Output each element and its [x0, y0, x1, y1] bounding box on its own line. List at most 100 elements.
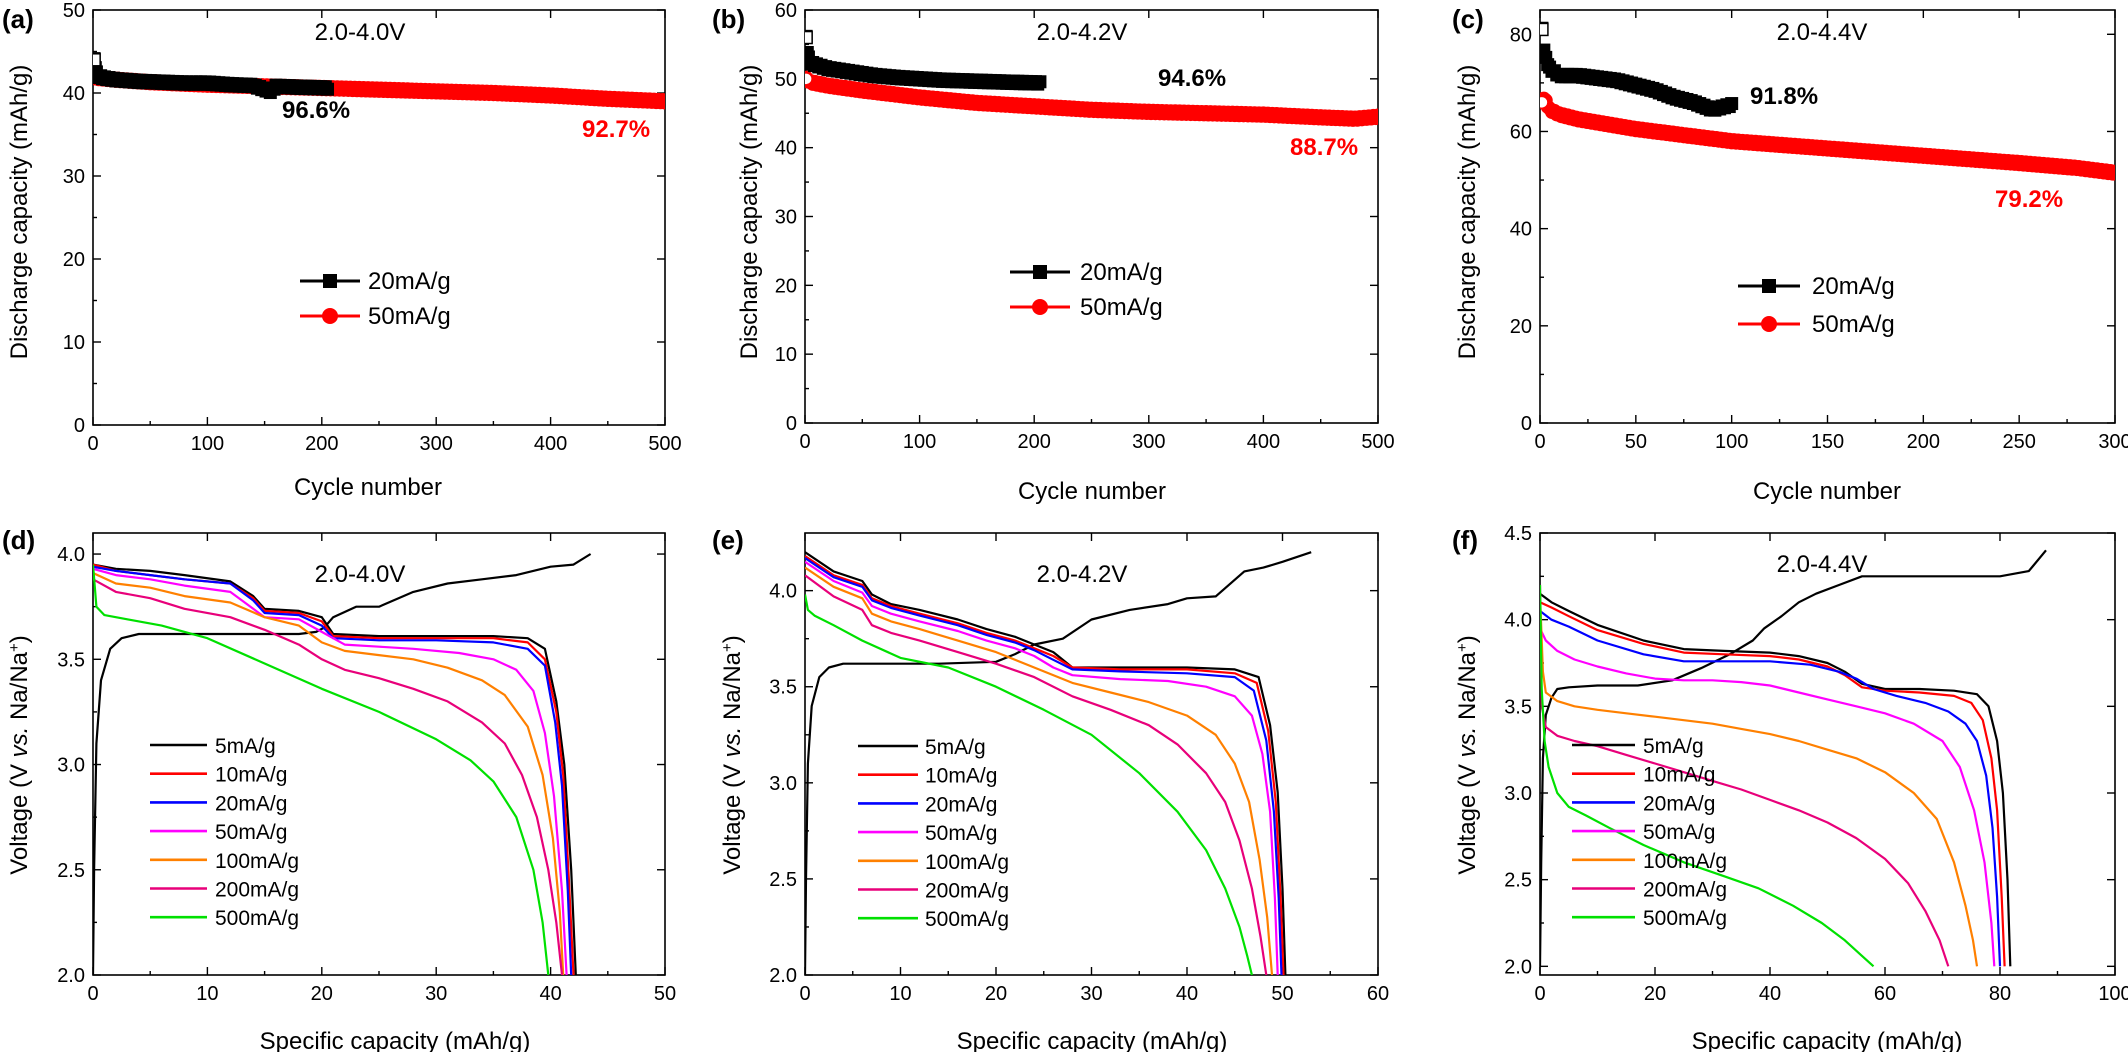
legend-label: 50mA/g [925, 822, 997, 845]
series-line [93, 565, 573, 975]
panel-a: 0 100 200 300 400 500 0 10 20 30 40 50 Cycle number D… [2, 0, 682, 501]
series-line [1540, 584, 1875, 968]
legend-label: 20mA/g [1643, 792, 1715, 815]
y-tick-label: 3.5 [769, 677, 797, 699]
panel-d: 0 10 20 30 40 50 2.0 2.5 3.0 3.5 4.0 Specific capac… [2, 525, 676, 1052]
x-tick-label: 20 [311, 983, 333, 1005]
x-tick-label: 300 [1132, 431, 1165, 453]
x-tick-label: 10 [889, 983, 911, 1005]
y-tick-label: 30 [63, 166, 85, 188]
x-tick-label: 400 [534, 433, 567, 455]
x-tick-label: 250 [2002, 431, 2035, 453]
y-axis-title-part: ) [719, 635, 746, 643]
legend-label: 50mA/g [1812, 311, 1895, 338]
y-axis-title-part: Voltage (V [1454, 757, 1481, 874]
y-tick-label: 10 [63, 332, 85, 354]
x-tick-label: 300 [420, 433, 453, 455]
panel-label: (b) [712, 4, 745, 34]
y-tick-label: 4.0 [57, 544, 85, 566]
legend-label: 20mA/g [368, 268, 451, 295]
y-tick-label: 3.0 [769, 773, 797, 795]
y-axis-title-part: vs. [719, 727, 746, 758]
panel-b: 0 100 200 300 400 500 0 10 20 30 40 50 60 Cycle numbe… [712, 0, 1395, 505]
x-tick-label: 60 [1874, 983, 1896, 1005]
legend-label: 50mA/g [1080, 294, 1163, 321]
voltage-range-label: 2.0-4.2V [1037, 561, 1128, 588]
y-tick-label: 20 [1510, 316, 1532, 338]
x-tick-label: 80 [1989, 983, 2011, 1005]
x-tick-label: 50 [1625, 431, 1647, 453]
y-tick-label: 40 [63, 83, 85, 105]
legend-label: 5mA/g [1643, 735, 1704, 758]
legend-label: 200mA/g [925, 880, 1009, 903]
y-tick-label: 3.0 [57, 755, 85, 777]
plot-frame [92, 9, 666, 426]
plot-area [93, 52, 665, 110]
y-tick-label: 2.5 [1504, 870, 1532, 892]
legend-label: 10mA/g [215, 764, 287, 787]
legend-label: 100mA/g [215, 850, 299, 873]
y-tick-label: 4.0 [1504, 610, 1532, 632]
legend-label: 500mA/g [215, 907, 299, 930]
series-line [1540, 584, 1950, 967]
legend-label: 5mA/g [215, 735, 276, 758]
y-axis-title: Discharge capacity (mAh/g) [736, 65, 763, 360]
series-line [1540, 593, 1979, 967]
first-point-circle [805, 72, 813, 86]
legend-label: 5mA/g [925, 736, 986, 759]
x-tick-label: 200 [1907, 431, 1940, 453]
plot-frame [804, 532, 1379, 976]
y-tick-label: 60 [775, 0, 797, 22]
series-line [1540, 592, 2012, 967]
x-axis-title: Cycle number [1018, 478, 1166, 505]
y-tick-label: 2.0 [769, 965, 797, 987]
y-tick-label: 2.5 [57, 860, 85, 882]
plot-frame [1539, 9, 2116, 424]
y-axis-title-part: + [6, 643, 23, 652]
x-tick-label: 0 [799, 983, 810, 1005]
y-tick-label: 40 [1510, 219, 1532, 241]
voltage-range-label: 2.0-4.0V [315, 561, 406, 588]
series-line [805, 555, 1285, 975]
x-tick-label: 100 [903, 431, 936, 453]
y-tick-label: 3.5 [1504, 696, 1532, 718]
legend-label: 50mA/g [215, 821, 287, 844]
series-line [93, 578, 564, 975]
y-axis-title: Voltage (V vs. Na/Na+) [719, 635, 747, 875]
retention-label: 79.2% [1995, 186, 2063, 213]
y-axis-title-part: Voltage (V [719, 757, 746, 874]
x-tick-label: 0 [87, 433, 98, 455]
series-line [805, 560, 1279, 975]
y-axis-title: Voltage (V vs. Na/Na+) [6, 635, 34, 875]
series-line [93, 563, 577, 975]
y-axis-title: Discharge capacity (mAh/g) [6, 65, 33, 360]
voltage-range-label: 2.0-4.0V [315, 19, 406, 46]
x-tick-label: 0 [799, 431, 810, 453]
plot-area [805, 551, 1312, 975]
retention-label: 92.7% [582, 116, 650, 143]
legend-label: 20mA/g [215, 792, 287, 815]
series-line [805, 557, 1283, 975]
legend-label: 10mA/g [1643, 764, 1715, 787]
x-tick-label: 0 [1534, 431, 1545, 453]
x-tick-label: 60 [1367, 983, 1389, 1005]
plot-area [805, 29, 1378, 127]
series-line [1540, 549, 2047, 967]
legend-label: 500mA/g [1643, 907, 1727, 930]
series-line [805, 574, 1268, 975]
legend-label: 200mA/g [215, 879, 299, 902]
y-tick-label: 0 [786, 413, 797, 435]
x-tick-label: 20 [1644, 983, 1666, 1005]
x-tick-label: 10 [196, 983, 218, 1005]
x-tick-label: 50 [654, 983, 676, 1005]
legend-square-marker [1033, 265, 1047, 279]
y-tick-label: 0 [1521, 413, 1532, 435]
x-tick-label: 300 [2098, 431, 2128, 453]
panel-f: 0 20 40 60 80 100 2.0 2.5 3.0 3.5 4.0 4.5 Specific c… [1452, 523, 2128, 1052]
y-axis-title-part: ) [1454, 635, 1481, 643]
plot-area [1540, 549, 2047, 968]
legend-square-marker [323, 274, 337, 288]
legend-label: 20mA/g [925, 793, 997, 816]
x-tick-label: 30 [1080, 983, 1102, 1005]
series-line [93, 553, 592, 975]
